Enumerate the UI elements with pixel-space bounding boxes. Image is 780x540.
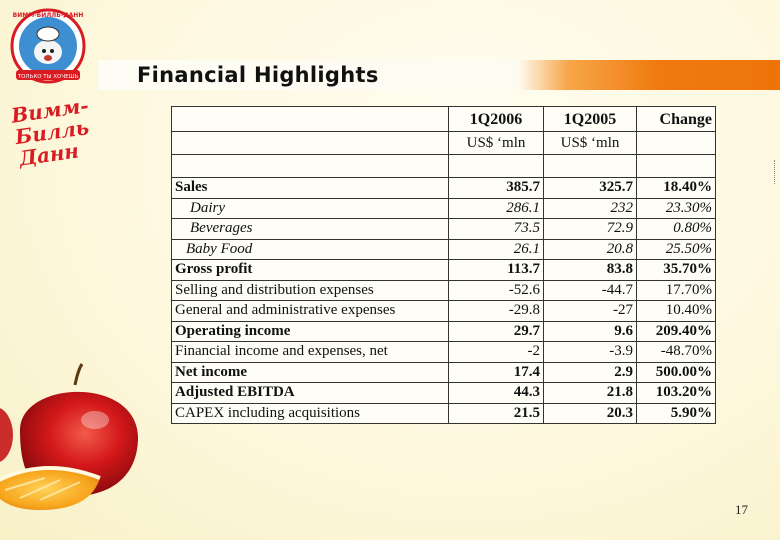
row-label: Net income: [171, 361, 449, 383]
row-label: CAPEX including acquisitions: [171, 402, 449, 424]
logo-ribbon-text: ТОЛЬКО ТЫ ХОЧЕШЬ: [17, 74, 79, 80]
value-1q2005: 20.3: [543, 402, 637, 424]
fruit-illustration: [0, 363, 139, 510]
row-label: Gross profit: [171, 259, 449, 281]
table-row-capex: CAPEX including acquisitions 21.5 20.3 5…: [171, 402, 716, 424]
value-change: 5.90%: [636, 402, 716, 424]
value-change: 25.50%: [636, 238, 716, 260]
financial-highlights-table: 1Q2006 1Q2005 Change US$ ‘mln US$ ‘mln S…: [171, 106, 716, 424]
table-row-baby-food: Baby Food 26.1 20.8 25.50%: [171, 238, 716, 260]
value-change: 23.30%: [636, 197, 716, 219]
table-row-admin-expenses: General and administrative expenses -29.…: [171, 300, 716, 322]
units-cell-label: [171, 131, 449, 155]
value-1q2006: 44.3: [448, 382, 544, 404]
row-label: General and administrative expenses: [171, 300, 449, 322]
slide-title: Financial Highlights: [137, 63, 379, 87]
units-cell-change: [636, 131, 716, 155]
value-change: 10.40%: [636, 300, 716, 322]
header-cell-1q2005: 1Q2005: [543, 106, 637, 132]
page-number: 17: [735, 502, 748, 517]
header-cell-label: [171, 106, 449, 132]
value-change: 500.00%: [636, 361, 716, 383]
value-1q2006: 385.7: [448, 177, 544, 199]
value-1q2005: 232: [543, 197, 637, 219]
spacer-cell: [448, 154, 544, 178]
value-1q2005: 20.8: [543, 238, 637, 260]
table-header-row: 1Q2006 1Q2005 Change: [171, 106, 716, 132]
units-cell-1q2005: US$ ‘mln: [543, 131, 637, 155]
value-1q2005: 9.6: [543, 320, 637, 342]
value-1q2006: 73.5: [448, 218, 544, 240]
row-label: Financial income and expenses, net: [171, 341, 449, 363]
value-1q2005: -27: [543, 300, 637, 322]
company-logo: ВИММ-БИЛЛЬ-ДАНН ТОЛЬКО ТЫ ХОЧЕШЬ Вимм- Б…: [9, 8, 90, 171]
table-spacer-row: [171, 154, 716, 178]
value-1q2006: 21.5: [448, 402, 544, 424]
table-units-row: US$ ‘mln US$ ‘mln: [171, 131, 716, 155]
value-1q2006: 113.7: [448, 259, 544, 281]
header-cell-change: Change: [636, 106, 716, 132]
value-change: 209.40%: [636, 320, 716, 342]
value-1q2005: 21.8: [543, 382, 637, 404]
value-1q2005: -3.9: [543, 341, 637, 363]
value-1q2005: 325.7: [543, 177, 637, 199]
spacer-cell: [636, 154, 716, 178]
value-1q2006: 29.7: [448, 320, 544, 342]
row-label: Selling and distribution expenses: [171, 279, 449, 301]
value-1q2006: -52.6: [448, 279, 544, 301]
table-row-sales: Sales 385.7 325.7 18.40%: [171, 177, 716, 199]
table-row-dairy: Dairy 286.1 232 23.30%: [171, 197, 716, 219]
value-change: 17.70%: [636, 279, 716, 301]
value-1q2006: 286.1: [448, 197, 544, 219]
value-1q2005: 72.9: [543, 218, 637, 240]
value-1q2005: 83.8: [543, 259, 637, 281]
units-cell-1q2006: US$ ‘mln: [448, 131, 544, 155]
value-1q2005: -44.7: [543, 279, 637, 301]
value-change: 35.70%: [636, 259, 716, 281]
value-1q2006: 26.1: [448, 238, 544, 260]
table-row-beverages: Beverages 73.5 72.9 0.80%: [171, 218, 716, 240]
table-row-selling-expenses: Selling and distribution expenses -52.6 …: [171, 279, 716, 301]
row-label: Sales: [171, 177, 449, 199]
row-label: Beverages: [171, 218, 449, 240]
table-row-financial-income: Financial income and expenses, net -2 -3…: [171, 341, 716, 363]
header-cell-1q2006: 1Q2006: [448, 106, 544, 132]
title-banner: [98, 60, 780, 90]
row-label: Dairy: [171, 197, 449, 219]
value-change: 18.40%: [636, 177, 716, 199]
value-1q2005: 2.9: [543, 361, 637, 383]
value-1q2006: 17.4: [448, 361, 544, 383]
logo-arc-text: ВИММ-БИЛЛЬ-ДАНН: [13, 12, 84, 19]
spacer-cell: [171, 154, 449, 178]
row-label: Operating income: [171, 320, 449, 342]
table-row-gross-profit: Gross profit 113.7 83.8 35.70%: [171, 259, 716, 281]
edge-decoration: [774, 160, 778, 184]
table-row-adjusted-ebitda: Adjusted EBITDA 44.3 21.8 103.20%: [171, 382, 716, 404]
value-1q2006: -2: [448, 341, 544, 363]
value-change: 103.20%: [636, 382, 716, 404]
value-1q2006: -29.8: [448, 300, 544, 322]
row-label: Baby Food: [171, 238, 449, 260]
row-label: Adjusted EBITDA: [171, 382, 449, 404]
value-change: 0.80%: [636, 218, 716, 240]
table-row-net-income: Net income 17.4 2.9 500.00%: [171, 361, 716, 383]
spacer-cell: [543, 154, 637, 178]
table-row-operating-income: Operating income 29.7 9.6 209.40%: [171, 320, 716, 342]
value-change: -48.70%: [636, 341, 716, 363]
